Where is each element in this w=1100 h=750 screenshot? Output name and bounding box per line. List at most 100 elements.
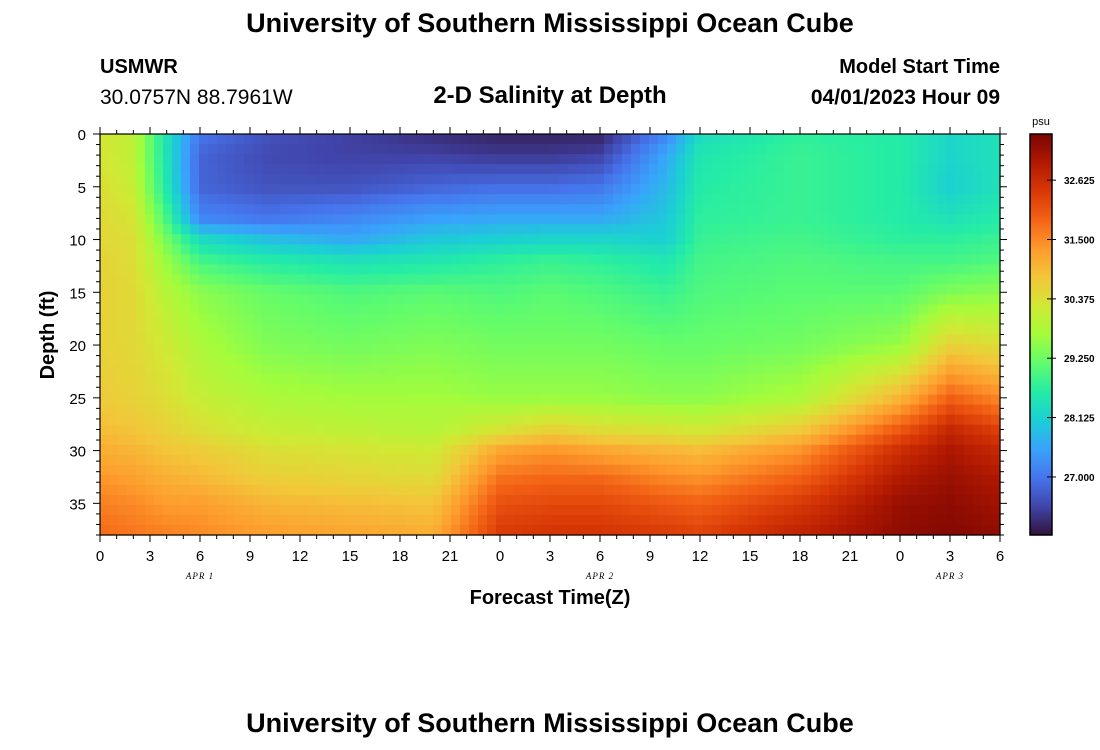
heatmap-cell [316,454,326,466]
heatmap-cell [937,154,947,165]
heatmap-cell [721,354,731,366]
heatmap-cell [721,204,731,215]
heatmap-cell [613,164,623,175]
heatmap-cell [532,414,542,426]
heatmap-cell [136,214,146,225]
heatmap-cell [298,504,308,516]
heatmap-cell [361,454,371,466]
heatmap-cell [721,424,731,436]
heatmap-cell [586,464,596,476]
heatmap-cell [604,154,614,165]
heatmap-cell [352,264,362,275]
heatmap-cell [991,404,1001,416]
heatmap-cell [901,494,911,506]
heatmap-cell [172,274,182,285]
heatmap-cell [280,364,290,376]
heatmap-cell [271,344,281,356]
heatmap-cell [487,144,497,155]
heatmap-cell [928,144,938,155]
heatmap-cell [784,504,794,516]
heatmap-cell [289,374,299,386]
heatmap-cell [496,214,506,225]
heatmap-cell [622,424,632,436]
heatmap-cell [829,414,839,426]
heatmap-cell [181,404,191,416]
heatmap-cell [325,144,335,155]
heatmap-cell [271,374,281,386]
heatmap-cell [343,444,353,456]
heatmap-cell [361,444,371,456]
heatmap-cell [550,494,560,506]
heatmap-cell [667,474,677,486]
heatmap-cell [523,464,533,476]
heatmap-cell [253,444,263,456]
heatmap-cell [235,414,245,426]
heatmap-cell [703,274,713,285]
heatmap-cell [604,454,614,466]
heatmap-cell [316,234,326,245]
heatmap-cell [415,304,425,316]
heatmap-cell [883,284,893,296]
heatmap-cell [586,244,596,255]
heatmap-cell [892,224,902,235]
heatmap-cell [253,464,263,476]
heatmap-cell [181,424,191,436]
heatmap-cell [721,254,731,265]
heatmap-cell [685,404,695,416]
heatmap-cell [334,374,344,386]
heatmap-cell [928,304,938,316]
heatmap-cell [946,134,956,145]
heatmap-cell [505,444,515,456]
heatmap-cell [118,414,128,426]
heatmap-cell [937,424,947,436]
heatmap-cell [577,224,587,235]
heatmap-cell [109,494,119,506]
heatmap-cell [982,324,992,336]
heatmap-cell [829,404,839,416]
heatmap-cell [595,184,605,195]
heatmap-cell [937,404,947,416]
heatmap-cell [127,454,137,466]
heatmap-cell [199,174,209,185]
heatmap-cell [973,294,983,306]
heatmap-cell [487,474,497,486]
heatmap-cell [397,384,407,396]
heatmap-cell [640,404,650,416]
heatmap-cell [775,144,785,155]
heatmap-cell [604,294,614,306]
heatmap-cell [703,214,713,225]
heatmap-cell [604,474,614,486]
heatmap-cell [847,494,857,506]
heatmap-cell [712,384,722,396]
heatmap-cell [415,484,425,496]
heatmap-cell [289,524,299,536]
heatmap-cell [703,254,713,265]
heatmap-cell [946,294,956,306]
heatmap-cell [874,504,884,516]
heatmap-cell [676,364,686,376]
heatmap-cell [838,304,848,316]
heatmap-cell [946,214,956,225]
heatmap-cell [586,164,596,175]
heatmap-cell [163,204,173,215]
heatmap-cell [910,504,920,516]
heatmap-cell [991,204,1001,215]
heatmap-cell [262,444,272,456]
heatmap-cell [424,454,434,466]
heatmap-cell [685,154,695,165]
heatmap-cell [154,154,164,165]
heatmap-cell [640,474,650,486]
heatmap-cell [892,274,902,285]
heatmap-cell [730,204,740,215]
heatmap-cell [514,274,524,285]
heatmap-cell [190,514,200,526]
heatmap-cell [181,304,191,316]
heatmap-cell [838,294,848,306]
heatmap-cell [397,324,407,336]
heatmap-cell [541,494,551,506]
heatmap-cell [793,244,803,255]
heatmap-cell [748,444,758,456]
heatmap-cell [478,314,488,326]
heatmap-cell [955,524,965,536]
heatmap-cell [478,154,488,165]
